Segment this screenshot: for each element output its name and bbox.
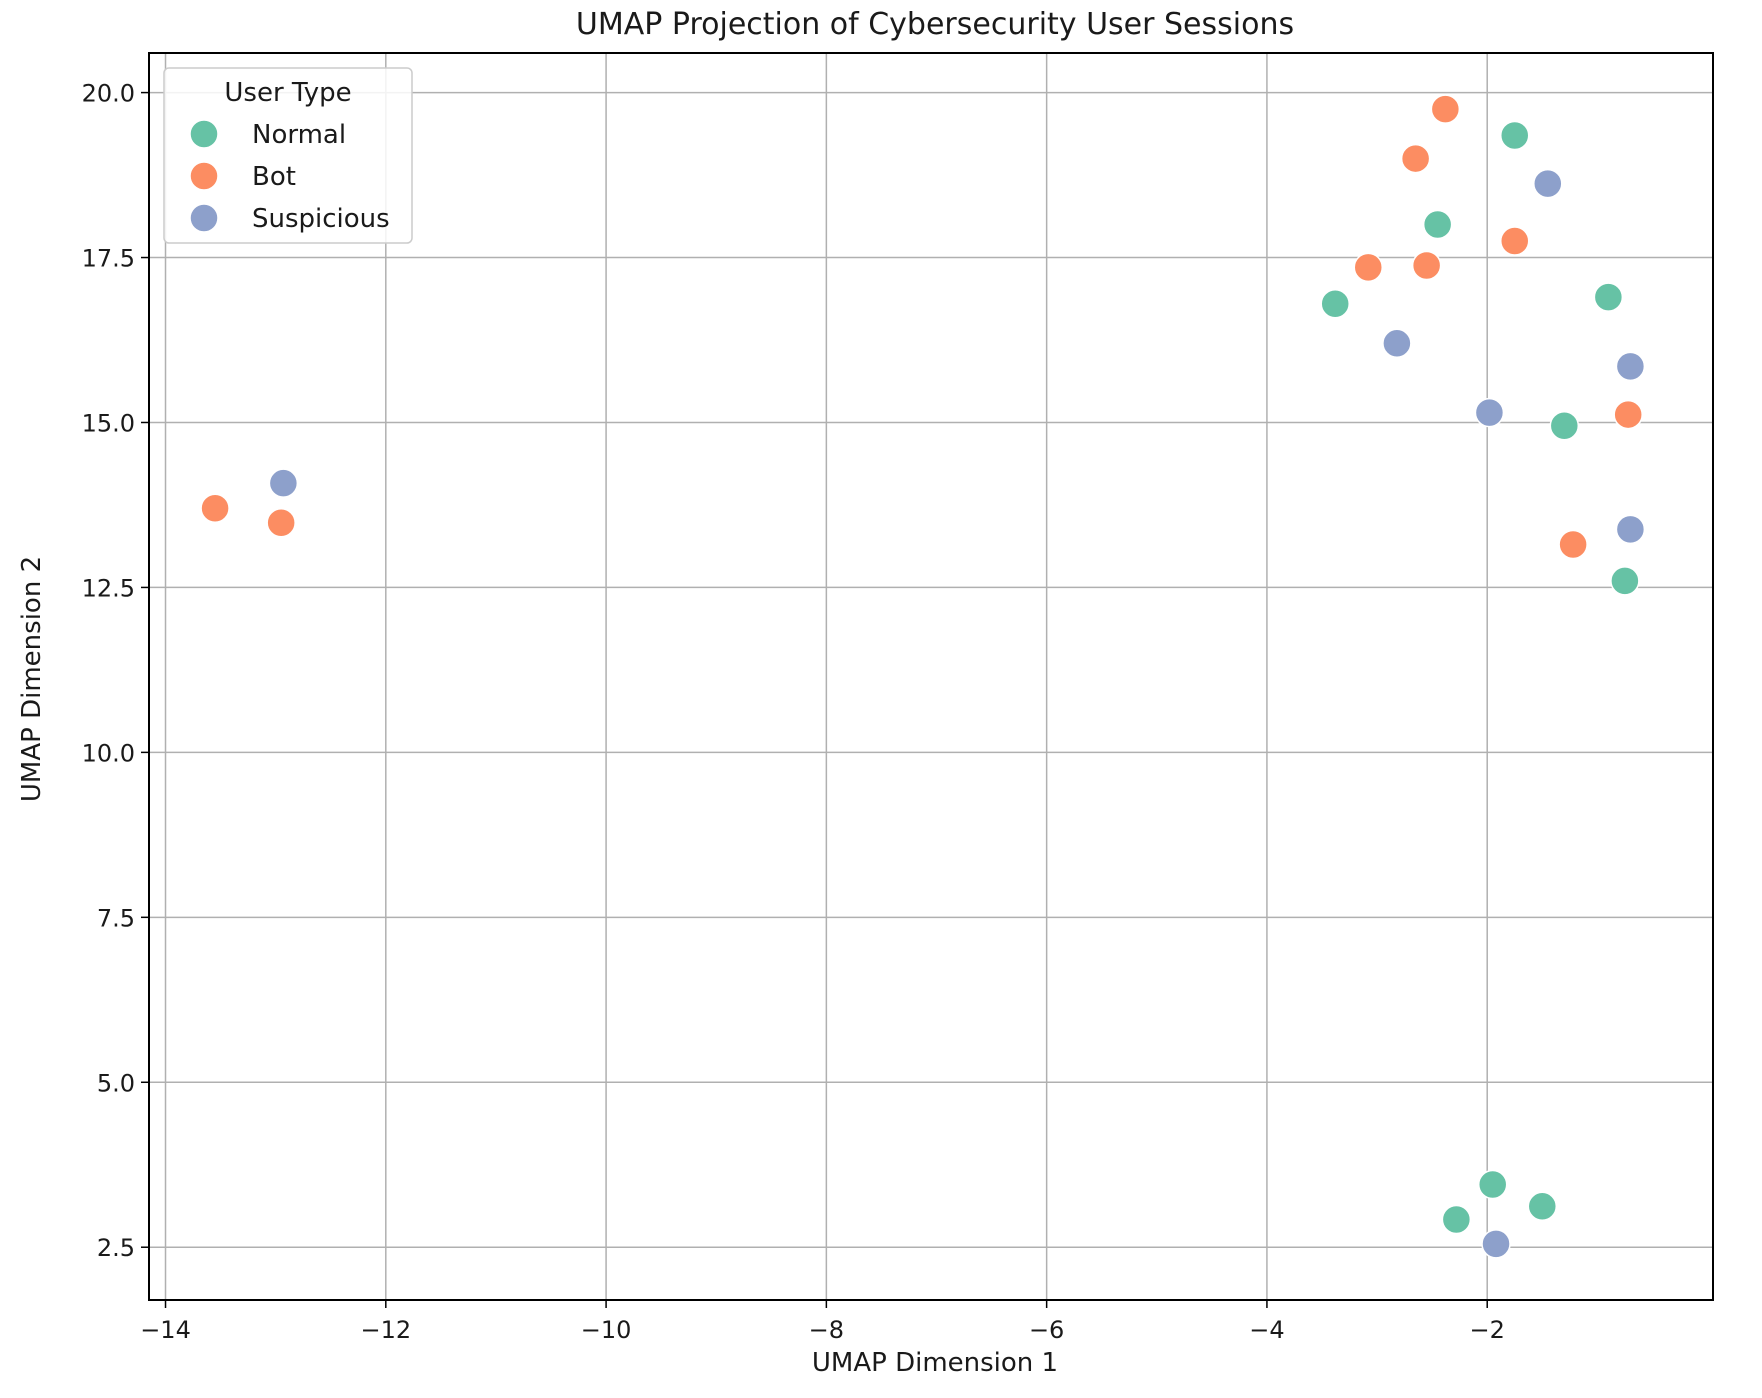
data-point-normal bbox=[1527, 1191, 1558, 1222]
x-axis-label: UMAP Dimension 1 bbox=[812, 1348, 1058, 1378]
data-point-suspicious bbox=[268, 468, 299, 498]
data-point-normal bbox=[1441, 1204, 1472, 1235]
legend-label-bot: Bot bbox=[252, 162, 296, 192]
axis-ticks: −14 −12 −10 −8 −6 −4 −2 2.5 5.0 7.5 10.0 12.5 15.0 17… bbox=[82, 80, 1505, 1344]
data-point-suspicious bbox=[1615, 514, 1646, 545]
plot-frame bbox=[148, 52, 1714, 1301]
chart-title: UMAP Projection of Cybersecurity User Se… bbox=[576, 7, 1294, 42]
legend-box bbox=[163, 67, 413, 244]
x-tick-label: −4 bbox=[1249, 1316, 1284, 1344]
legend-label-suspicious: Suspicious bbox=[252, 204, 390, 234]
y-tick-label: 15.0 bbox=[82, 409, 135, 437]
data-point-normal bbox=[1593, 282, 1624, 312]
data-point-suspicious bbox=[1382, 328, 1412, 359]
legend-marker-bot bbox=[189, 161, 219, 191]
data-point-bot bbox=[1558, 529, 1588, 560]
y-tick-label: 17.5 bbox=[82, 245, 135, 273]
data-point-bot bbox=[1430, 94, 1461, 124]
data-point-bot bbox=[1613, 399, 1643, 430]
y-tick-label: 10.0 bbox=[82, 739, 135, 767]
data-point-suspicious bbox=[1533, 168, 1563, 199]
data-point-normal bbox=[1477, 1169, 1508, 1200]
x-tick-label: −6 bbox=[1029, 1316, 1064, 1344]
y-tick-label: 12.5 bbox=[82, 574, 135, 602]
data-point-suspicious bbox=[1474, 397, 1505, 428]
data-point-bot bbox=[1400, 143, 1431, 174]
data-points bbox=[200, 94, 1646, 1259]
data-point-normal bbox=[1610, 566, 1640, 596]
y-tick-label: 2.5 bbox=[97, 1234, 135, 1262]
x-tick-label: −8 bbox=[809, 1316, 844, 1344]
data-point-bot bbox=[1411, 250, 1442, 281]
grid-lines bbox=[149, 53, 1713, 1300]
data-point-normal bbox=[1499, 120, 1530, 151]
data-point-bot bbox=[200, 493, 230, 524]
y-tick-label: 20.0 bbox=[82, 80, 135, 108]
y-tick-label: 7.5 bbox=[97, 904, 135, 932]
legend-label-normal: Normal bbox=[252, 120, 346, 150]
legend: User Type Normal Bot Suspicious bbox=[163, 67, 413, 244]
data-point-suspicious bbox=[1615, 351, 1646, 382]
data-point-normal bbox=[1549, 411, 1580, 441]
x-tick-label: −2 bbox=[1470, 1316, 1505, 1344]
data-point-normal bbox=[1320, 288, 1350, 319]
y-tick-label: 5.0 bbox=[97, 1069, 135, 1097]
data-point-suspicious bbox=[1481, 1229, 1511, 1259]
x-tick-label: −12 bbox=[360, 1316, 411, 1344]
y-axis-label: UMAP Dimension 2 bbox=[17, 556, 47, 802]
legend-title: User Type bbox=[224, 78, 351, 108]
legend-marker-normal bbox=[189, 119, 219, 149]
data-point-normal bbox=[1422, 209, 1453, 240]
data-point-bot bbox=[266, 508, 296, 538]
x-tick-label: −10 bbox=[581, 1316, 632, 1344]
data-point-bot bbox=[1499, 226, 1530, 256]
data-point-bot bbox=[1353, 252, 1384, 283]
x-tick-label: −14 bbox=[140, 1316, 191, 1344]
legend-marker-suspicious bbox=[189, 203, 219, 233]
